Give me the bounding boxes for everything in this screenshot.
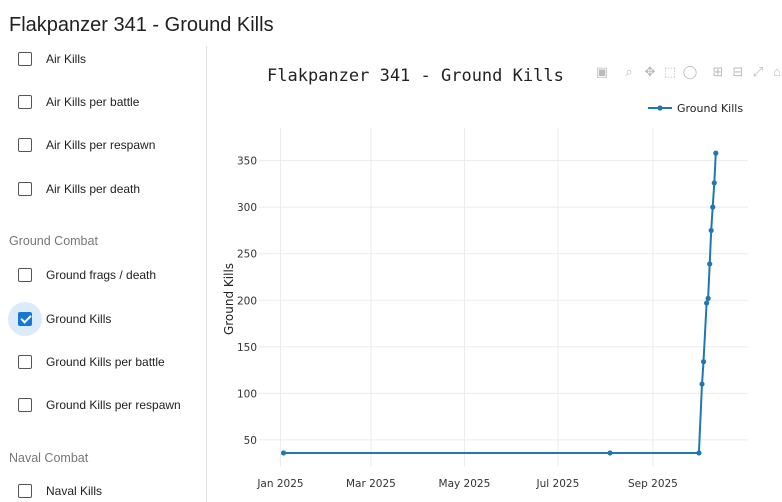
checkbox-label: Ground frags / death — [46, 268, 157, 282]
data-point — [699, 381, 705, 387]
data-point — [708, 227, 714, 234]
camera-icon[interactable]: ▣ — [595, 64, 609, 79]
y-tick-label: 50 — [244, 435, 257, 447]
data-point — [700, 359, 707, 365]
checkbox-label: Naval Kills — [46, 484, 103, 498]
x-tick-label: Jan 2025 — [256, 478, 303, 490]
checkbox-box[interactable] — [18, 355, 32, 369]
checkbox-air-kills-per-battle[interactable]: Air Kills per battle — [0, 85, 206, 121]
legend-marker — [657, 105, 663, 111]
checkbox-box[interactable] — [18, 52, 32, 66]
autoscale-icon[interactable]: ⤢ — [752, 64, 764, 79]
check-icon — [19, 312, 32, 324]
section-label: Ground Combat — [9, 234, 98, 248]
y-tick-label: 200 — [237, 295, 257, 307]
pan-icon[interactable]: ✥ — [644, 64, 656, 79]
page-title: Flakpanzer 341 - Ground Kills — [9, 14, 274, 36]
data-point — [280, 450, 287, 456]
section-label: Naval Combat — [9, 451, 89, 465]
checkbox-box[interactable] — [18, 484, 32, 498]
checkbox-box[interactable] — [18, 182, 32, 196]
checkbox-ground-frags-death[interactable]: Ground frags / death — [0, 258, 206, 294]
zoom-icon[interactable]: ⌕ — [625, 64, 633, 79]
y-tick-label: 300 — [237, 202, 257, 214]
zoom-in-icon[interactable]: ⊞ — [712, 64, 724, 79]
data-point — [704, 300, 710, 306]
lasso-select-icon[interactable]: ◯ — [682, 64, 698, 79]
box-select-icon[interactable]: ⬚ — [663, 64, 677, 79]
checkbox-label: Air Kills per death — [46, 182, 141, 196]
checkbox-box[interactable] — [18, 398, 32, 412]
x-tick-label: Mar 2025 — [346, 478, 396, 490]
data-point — [707, 261, 713, 267]
checkbox-label: Ground Kills per battle — [46, 355, 165, 369]
checkbox-box[interactable] — [18, 312, 32, 326]
checkbox-label: Air Kills per respawn — [46, 138, 156, 152]
home-icon[interactable]: ⌂ — [773, 64, 781, 79]
x-tick-label: May 2025 — [439, 478, 491, 490]
checkbox-naval-kills[interactable]: Naval Kills — [0, 474, 206, 502]
checkbox-ground-kills-per-respawn[interactable]: Ground Kills per respawn — [0, 388, 206, 424]
y-tick-label: 250 — [237, 249, 257, 261]
checkbox-label: Air Kills per battle — [46, 95, 140, 109]
checkbox-box[interactable] — [18, 95, 32, 109]
data-point — [705, 295, 711, 301]
x-tick-label: Jul 2025 — [536, 478, 580, 490]
data-point — [696, 450, 702, 456]
checkbox-box[interactable] — [18, 138, 32, 152]
data-point — [607, 450, 613, 456]
checkbox-ground-kills-per-battle[interactable]: Ground Kills per battle — [0, 345, 206, 381]
y-tick-label: 350 — [237, 156, 257, 168]
checkbox-box[interactable] — [18, 268, 32, 282]
y-tick-label: 100 — [237, 388, 257, 400]
legend-label: Ground Kills — [677, 102, 743, 115]
checkbox-label: Ground Kills per respawn — [46, 398, 181, 412]
metric-sidebar: Air Kills Air Kills per battle Air Kills p… — [0, 46, 207, 502]
series-line — [283, 153, 717, 454]
data-point — [711, 180, 717, 186]
x-tick-label: Sep 2025 — [628, 478, 678, 490]
checkbox-air-kills[interactable]: Air Kills — [0, 46, 206, 78]
checkbox-air-kills-per-respawn[interactable]: Air Kills per respawn — [0, 128, 206, 164]
data-point — [713, 150, 719, 156]
checkbox-air-kills-per-death[interactable]: Air Kills per death — [0, 172, 206, 208]
data-point — [710, 204, 716, 210]
checkbox-ground-kills[interactable]: Ground Kills — [0, 302, 206, 338]
chart-title: Flakpanzer 341 - Ground Kills — [267, 66, 564, 86]
y-axis-label: Ground Kills — [222, 263, 236, 335]
checkbox-label: Ground Kills — [46, 312, 112, 326]
zoom-out-icon[interactable]: ⊟ — [732, 64, 744, 79]
checkbox-label: Air Kills — [46, 52, 87, 66]
y-tick-label: 150 — [237, 342, 257, 354]
